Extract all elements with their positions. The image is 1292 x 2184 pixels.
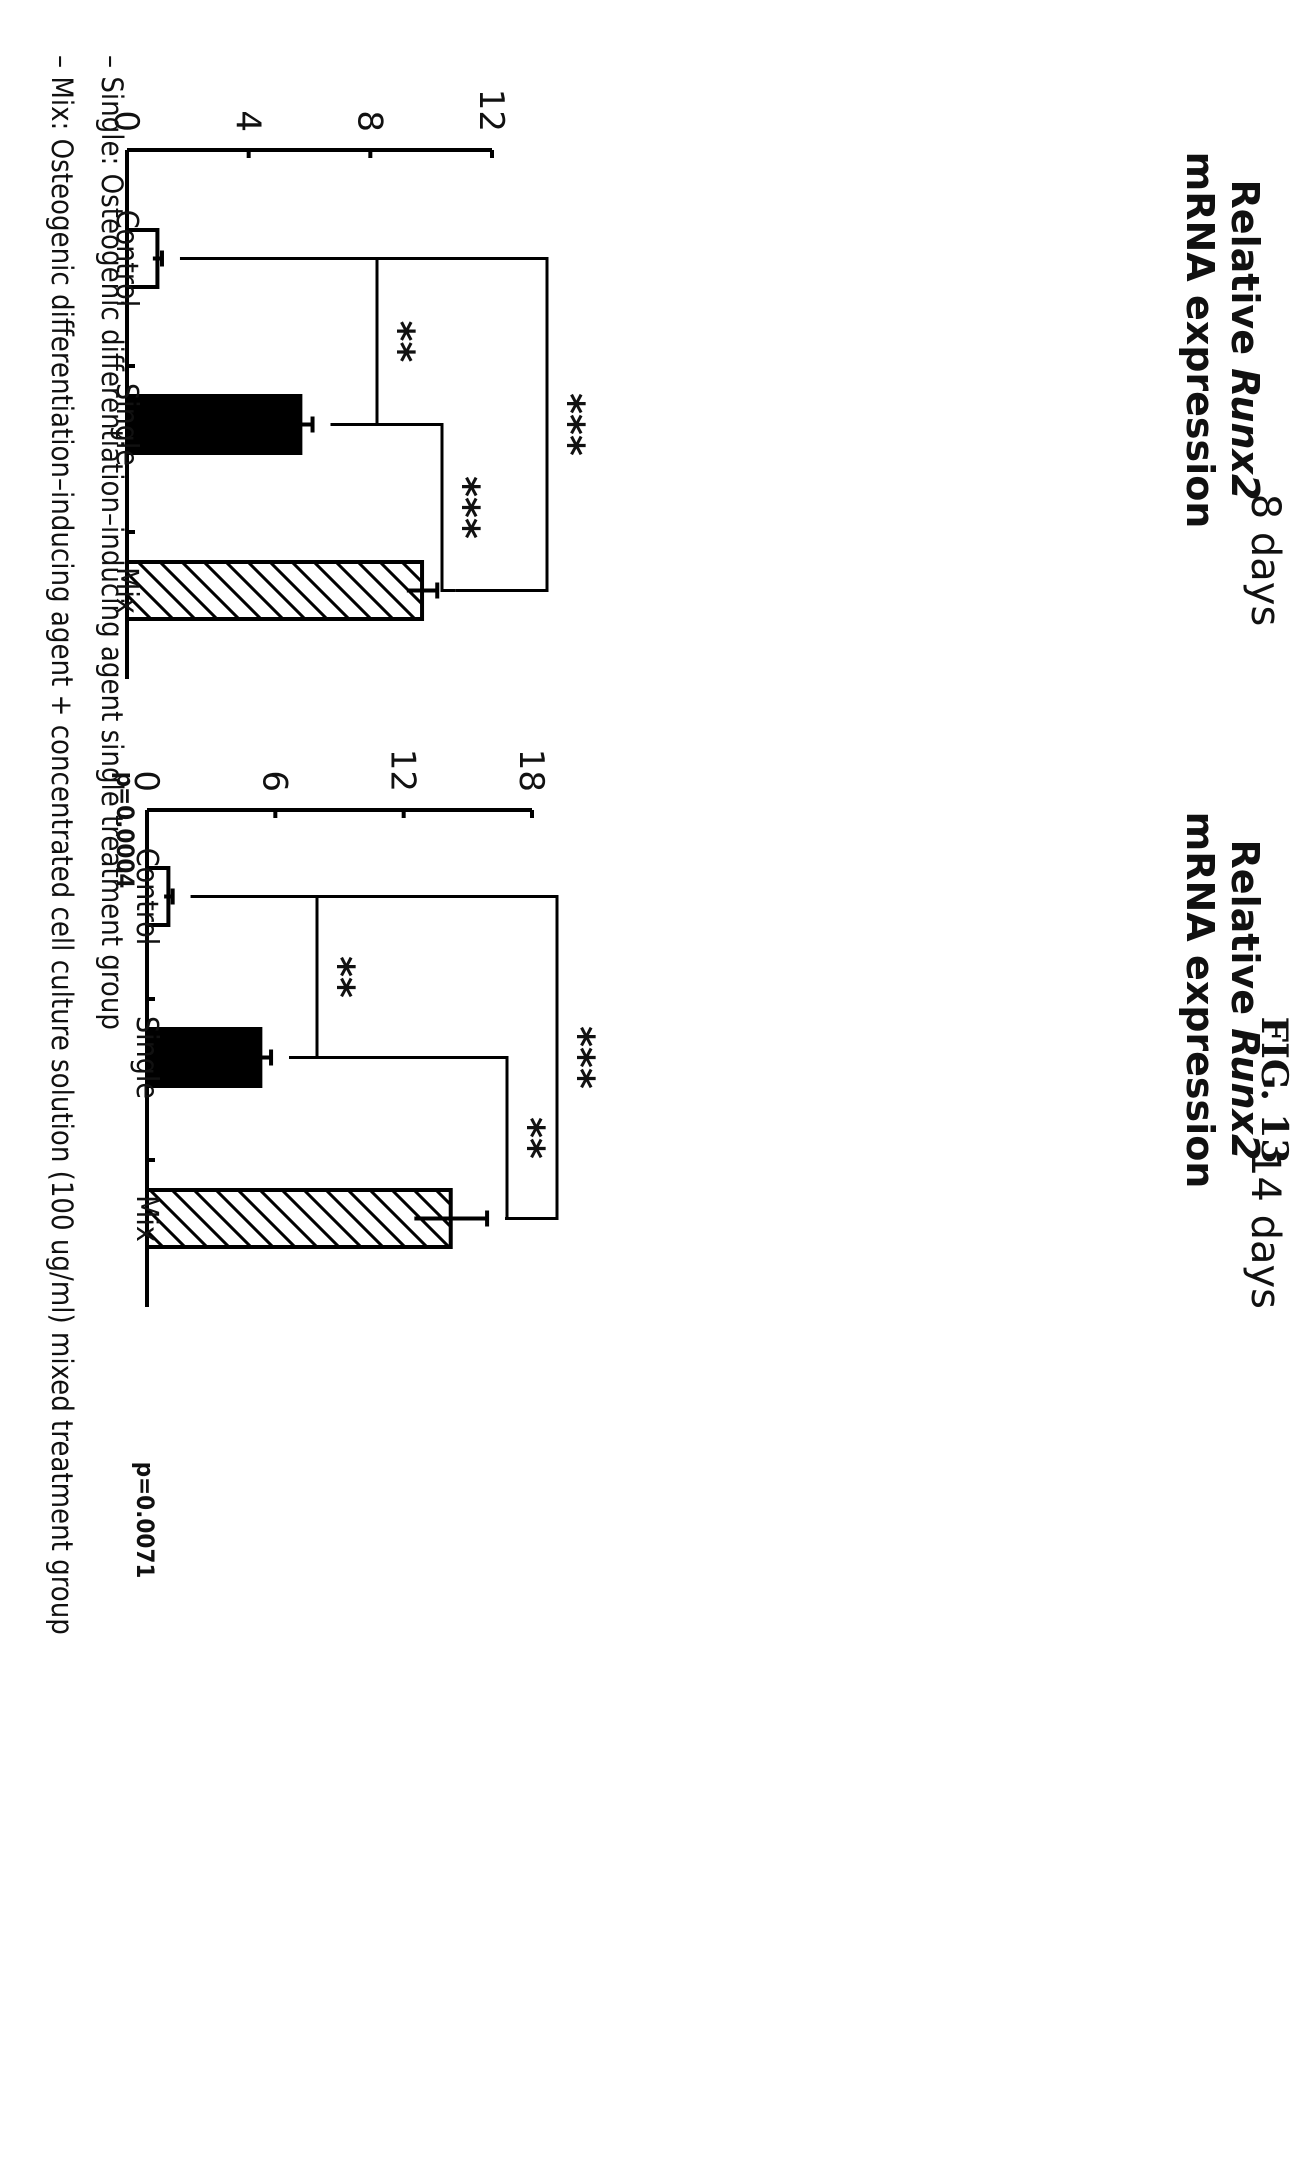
y-axis-title-line2: mRNA expression bbox=[1178, 152, 1222, 529]
y-tick-label: 0 bbox=[106, 110, 146, 132]
significance-label: *** bbox=[441, 476, 487, 539]
y-axis-title-line2: mRNA expression bbox=[1178, 812, 1222, 1189]
y-tick-label: 6 bbox=[254, 770, 294, 792]
y-axis-title-prefix: Relative bbox=[1223, 180, 1267, 369]
category-label-single: Single bbox=[129, 1016, 164, 1099]
category-label-mix: Mix bbox=[129, 1195, 164, 1242]
p-value-label: p=0.0071 bbox=[131, 1462, 159, 1579]
category-label-control: Control bbox=[109, 210, 144, 308]
significance-label: ** bbox=[506, 1117, 552, 1159]
panel-title: 14 days bbox=[1242, 1151, 1288, 1309]
category-label-mix: Mix bbox=[109, 567, 144, 614]
significance-label: *** bbox=[556, 1026, 602, 1089]
legend-line-mix: – Mix: Osteogenic differentiation–induci… bbox=[45, 55, 79, 1635]
legend-line-single: – Single: Osteogenic differentiation–ind… bbox=[95, 55, 129, 1030]
figure-label: FIG. 13 bbox=[1253, 1016, 1292, 1163]
category-label-single: Single bbox=[109, 383, 144, 466]
significance-label: ** bbox=[376, 321, 422, 363]
bar-single bbox=[125, 394, 303, 455]
y-tick-label: 18 bbox=[511, 749, 551, 792]
significance-label: ** bbox=[316, 956, 362, 998]
bar-mix bbox=[145, 1188, 453, 1249]
y-tick-label: 12 bbox=[471, 89, 511, 132]
y-axis-title-gene: Runx2 bbox=[1223, 368, 1267, 500]
significance-label: *** bbox=[546, 393, 592, 456]
bar-mix bbox=[125, 560, 425, 621]
significance-bracket bbox=[179, 257, 549, 592]
significance-bracket bbox=[190, 895, 559, 1220]
y-tick-label: 0 bbox=[126, 770, 166, 792]
panel-title: 8 days bbox=[1242, 494, 1288, 627]
y-axis-title-line1: Relative Runx2 bbox=[1223, 180, 1267, 501]
y-axis-title-gene: Runx2 bbox=[1223, 1028, 1267, 1160]
significance-bracket bbox=[330, 423, 456, 592]
category-label-control: Control bbox=[129, 848, 164, 946]
p-value-label: p=0.0004 bbox=[111, 772, 139, 889]
y-axis-title-prefix: Relative bbox=[1223, 840, 1267, 1029]
y-axis-title-line1: Relative Runx2 bbox=[1223, 840, 1267, 1161]
y-tick-label: 4 bbox=[228, 110, 268, 132]
y-tick-label: 8 bbox=[349, 110, 389, 132]
y-tick-label: 12 bbox=[383, 749, 423, 792]
